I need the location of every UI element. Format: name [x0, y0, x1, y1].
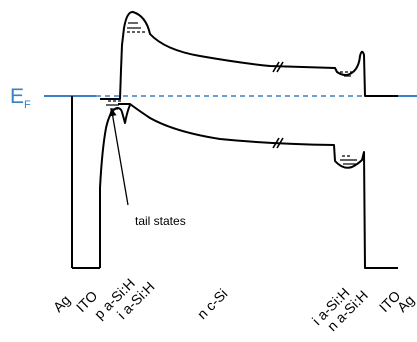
tail-states-label: tail states: [135, 214, 186, 228]
fermi-level-label: EF: [10, 85, 31, 111]
axis-break-mark: [276, 137, 284, 149]
axis-break-mark: [272, 137, 280, 149]
tail-states-arrow: [108, 108, 129, 206]
p-layer-valence-spike: [99, 104, 131, 268]
layer-label: Ag: [50, 292, 73, 315]
axis-break-mark: [272, 61, 280, 73]
valence-band-curve: [118, 103, 398, 269]
left-ito-step: [71, 96, 100, 269]
conduction-band-curve: [100, 10, 398, 100]
axis-break-mark: [276, 61, 284, 73]
layer-label: n c-Si: [194, 285, 231, 322]
